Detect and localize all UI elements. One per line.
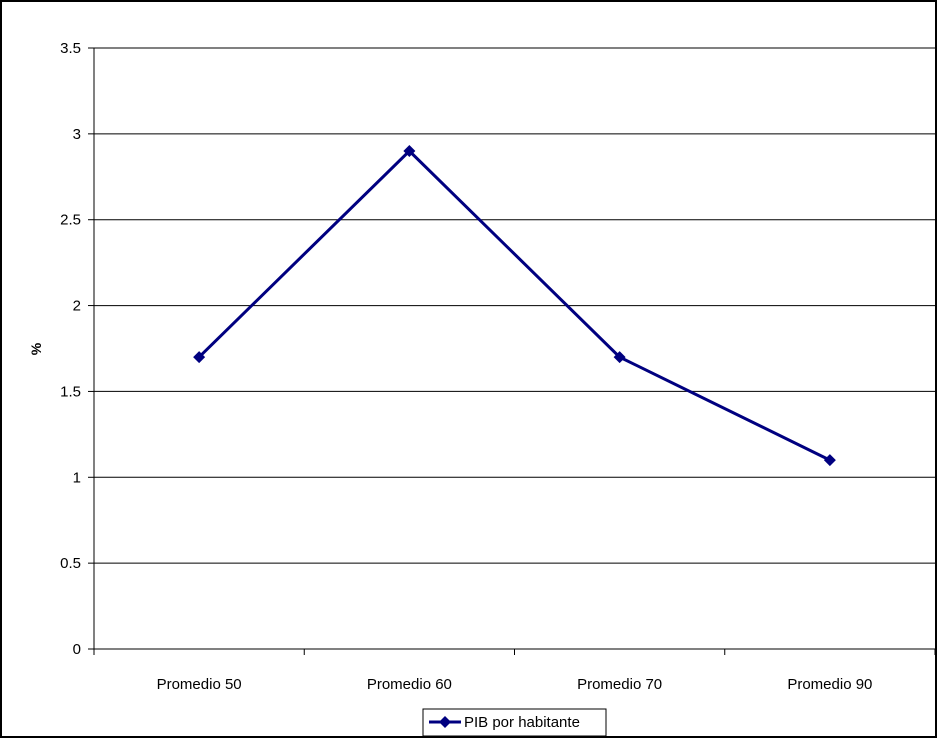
- y-tick-label: 2.5: [60, 212, 81, 229]
- legend-label: PIB por habitante: [464, 714, 580, 731]
- y-tick-label: 3: [73, 126, 81, 143]
- x-tick-label: Promedio 60: [367, 676, 452, 693]
- plot-area: [94, 48, 935, 649]
- series-line: [198, 148, 831, 462]
- x-tick-label: Promedio 90: [787, 676, 872, 693]
- x-axis-ticks: Promedio 50 Promedio 60 Promedio 70 Promedi…: [93, 649, 936, 693]
- y-axis-title: %: [28, 342, 44, 355]
- y-tick-label: 3.5: [60, 40, 81, 57]
- data-point-marker: [403, 145, 416, 158]
- y-axis-ticks: 0 0.5 1 1.5 2 2.5 3 3.5: [60, 40, 94, 658]
- legend: PIB por habitante: [422, 708, 607, 737]
- y-tick-label: 2: [73, 298, 81, 315]
- y-tick-label: 0: [73, 641, 81, 658]
- y-tick-label: 0.5: [60, 555, 81, 572]
- gridlines: [94, 47, 935, 564]
- y-tick-label: 1: [73, 469, 81, 486]
- data-point-marker: [613, 351, 626, 364]
- legend-marker-diamond: [439, 716, 451, 728]
- data-point-marker: [823, 454, 836, 467]
- data-point-marker: [193, 351, 206, 364]
- series-layer: [193, 145, 836, 467]
- y-tick-label: 1.5: [60, 383, 81, 400]
- x-tick-label: Promedio 70: [577, 676, 662, 693]
- x-tick-label: Promedio 50: [157, 676, 242, 693]
